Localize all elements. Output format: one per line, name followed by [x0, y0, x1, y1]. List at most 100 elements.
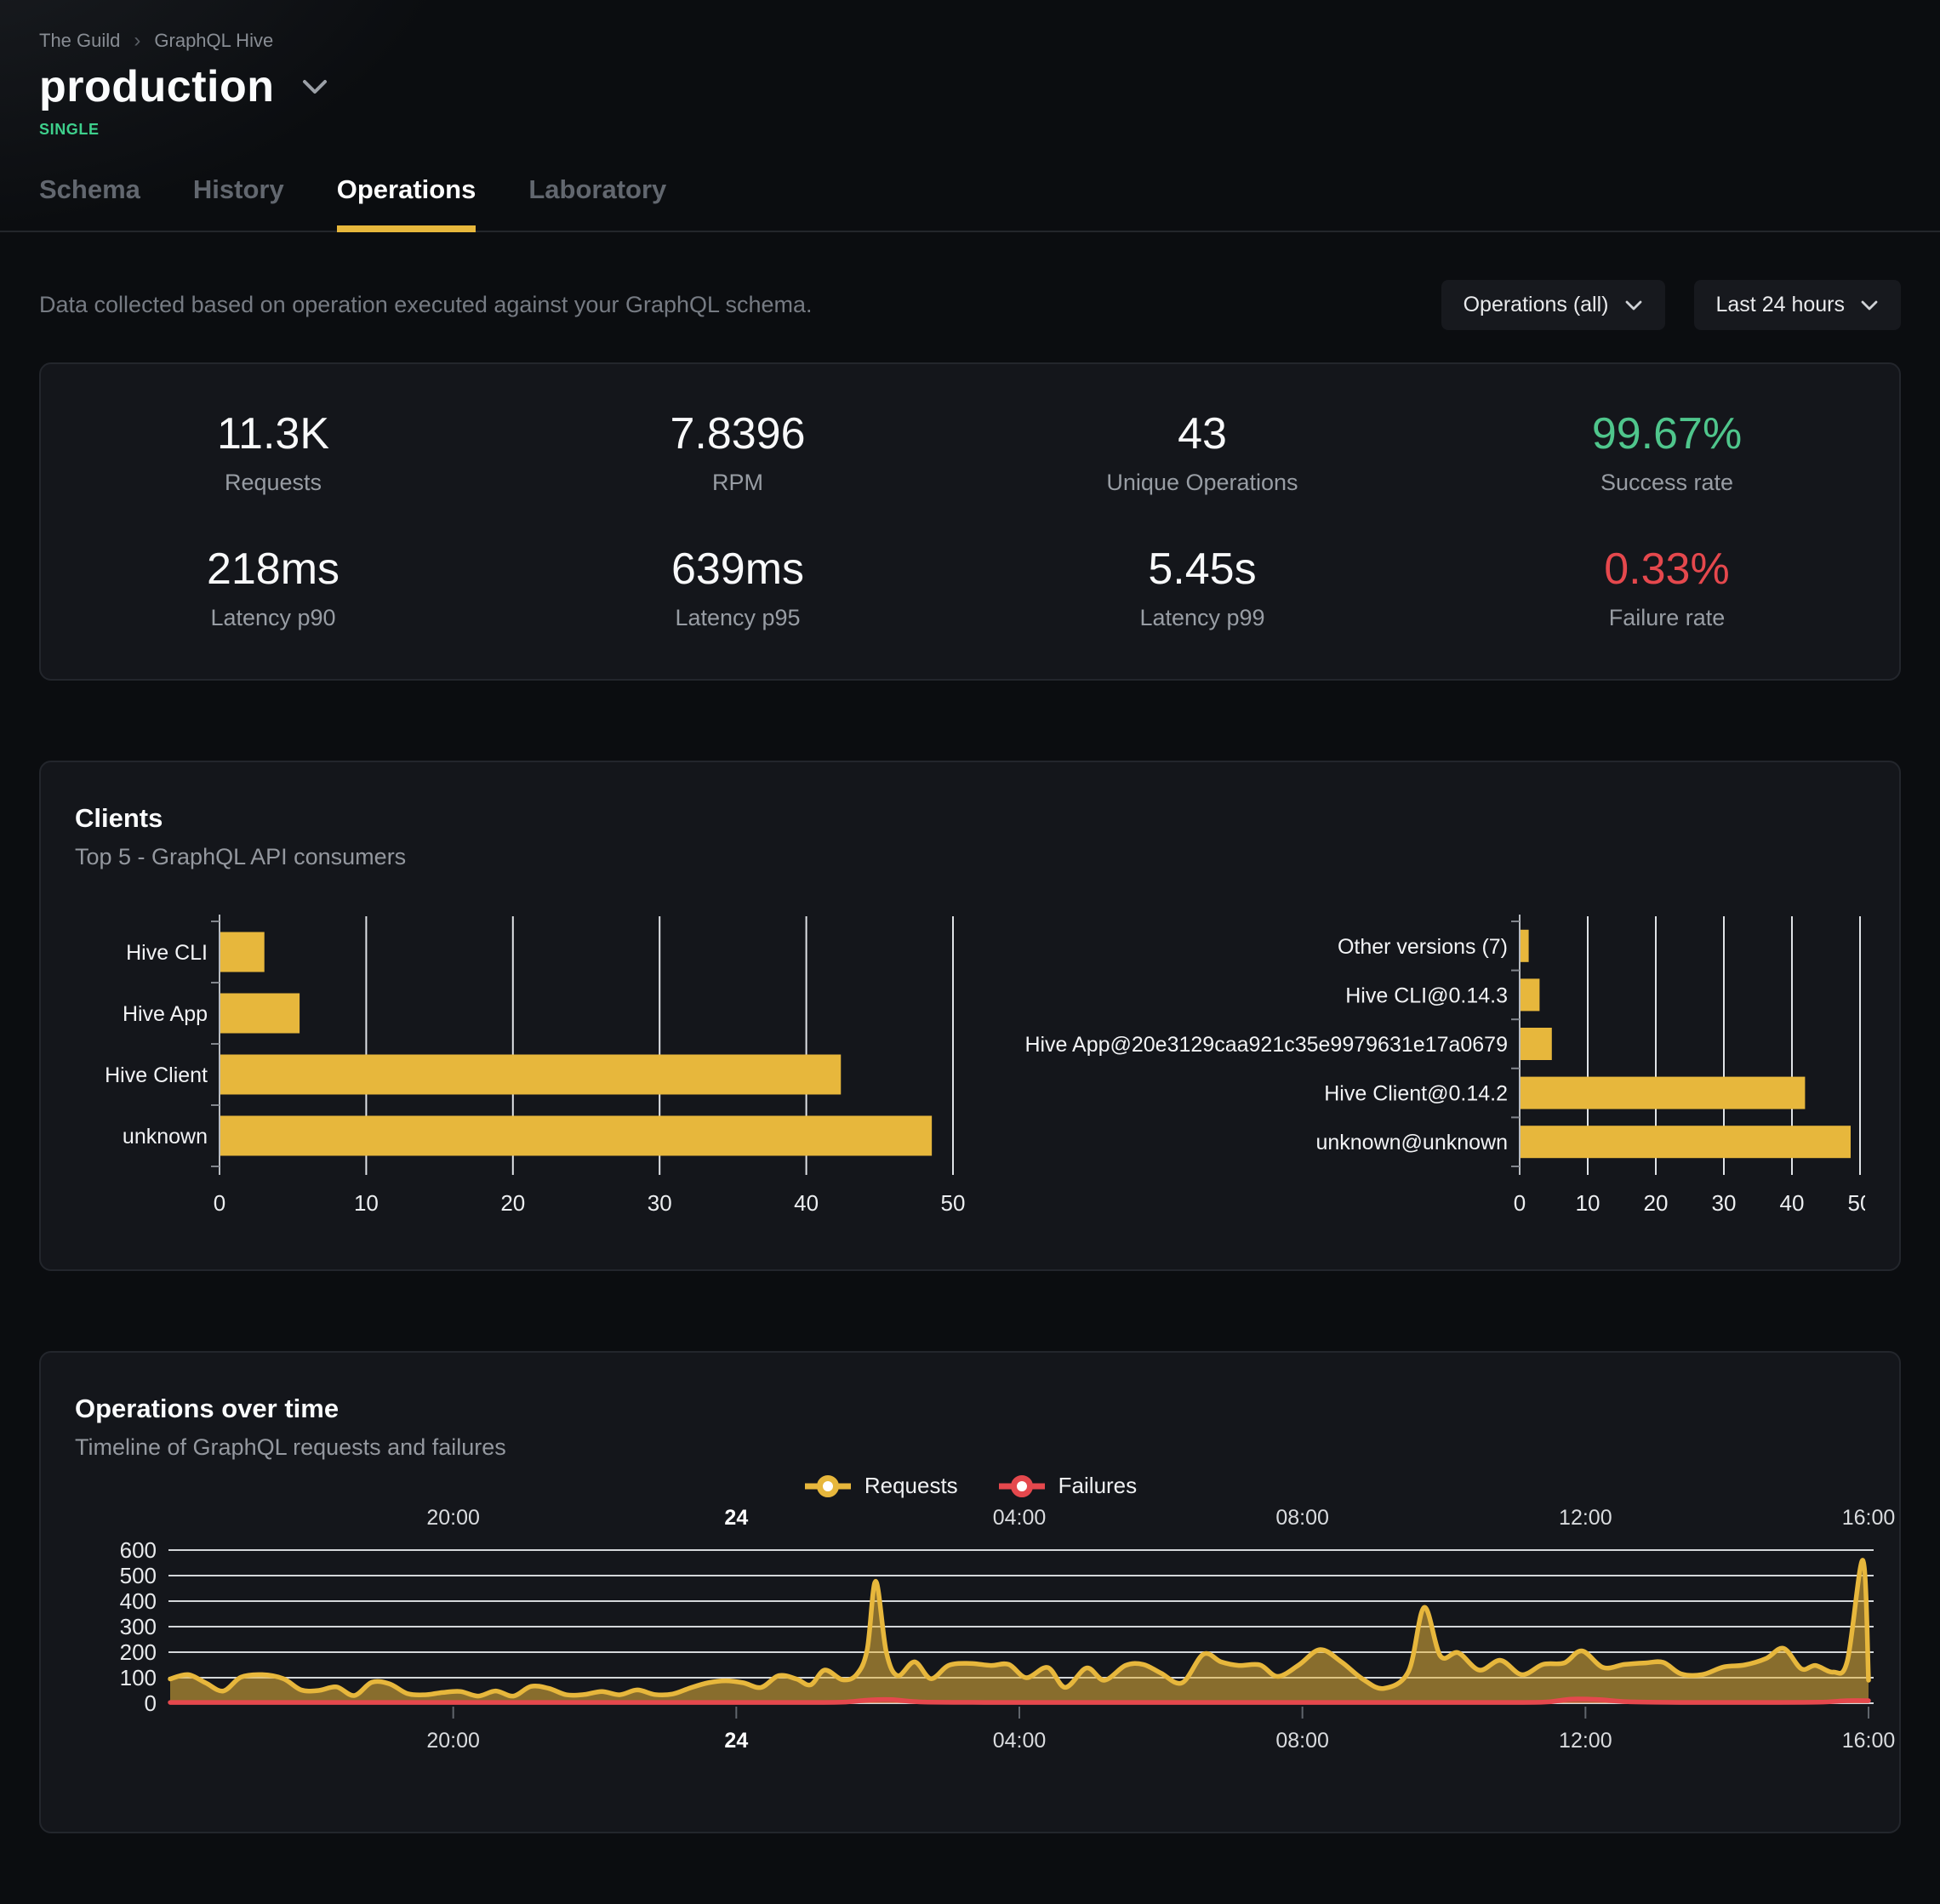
stats-summary-card: 11.3K Requests 7.8396 RPM 43 Unique Oper… — [39, 362, 1901, 681]
tab-laboratory[interactable]: Laboratory — [528, 174, 667, 204]
requests-series-marker-icon — [803, 1474, 853, 1497]
tabs: Schema History Operations Laboratory — [0, 174, 1940, 232]
target-switcher-chevron[interactable] — [300, 77, 329, 96]
chevron-right-icon: › — [134, 29, 141, 52]
clients-subtitle: Top 5 - GraphQL API consumers — [75, 844, 407, 869]
svg-text:20:00: 20:00 — [426, 1506, 480, 1530]
period-filter-dropdown[interactable]: Last 24 hours — [1693, 280, 1901, 330]
svg-text:300: 300 — [120, 1614, 157, 1639]
svg-text:12:00: 12:00 — [1559, 1729, 1612, 1753]
svg-text:16:00: 16:00 — [1842, 1729, 1896, 1753]
breadcrumb-project[interactable]: GraphQL Hive — [154, 30, 274, 51]
stat-value: 5.45s — [1148, 544, 1257, 594]
svg-text:10: 10 — [1576, 1190, 1600, 1216]
stat-value: 7.8396 — [670, 409, 806, 459]
svg-text:30: 30 — [648, 1190, 672, 1216]
stat-label: Latency p99 — [1139, 605, 1265, 630]
svg-text:500: 500 — [120, 1563, 157, 1588]
svg-text:20:00: 20:00 — [426, 1729, 480, 1753]
period-filter-value: Last 24 hours — [1715, 293, 1846, 316]
timeline-chart[interactable]: 0 100 200 300 400 500 600 20:00 20:00 24 24 04:00 04… — [75, 1502, 1896, 1787]
stat-label: Requests — [224, 470, 322, 495]
svg-text:50: 50 — [941, 1190, 966, 1216]
svg-text:600: 600 — [120, 1537, 157, 1563]
svg-text:08:00: 08:00 — [1275, 1506, 1329, 1530]
svg-text:50: 50 — [1848, 1190, 1865, 1216]
stat-unique-operations: 43 Unique Operations — [970, 408, 1435, 496]
svg-text:16:00: 16:00 — [1842, 1506, 1896, 1530]
legend-item-failures[interactable]: Failures — [997, 1473, 1137, 1499]
stat-latency-p99: 5.45s Latency p99 — [970, 544, 1435, 631]
target-mode-badge: SINGLE — [39, 121, 100, 138]
stat-value: 11.3K — [216, 409, 330, 459]
legend-label: Requests — [864, 1473, 958, 1498]
stat-label: Latency p90 — [210, 605, 336, 630]
svg-text:unknown: unknown — [123, 1125, 208, 1149]
tab-schema[interactable]: Schema — [39, 174, 140, 204]
svg-text:200: 200 — [120, 1639, 157, 1665]
operations-filter-value: Operations (all) — [1463, 293, 1609, 316]
svg-text:unknown@unknown: unknown@unknown — [1315, 1131, 1508, 1154]
svg-text:Hive CLI@0.14.3: Hive CLI@0.14.3 — [1345, 983, 1508, 1007]
page-title: production — [39, 62, 275, 111]
stat-requests: 11.3K Requests — [41, 408, 505, 496]
svg-text:12:00: 12:00 — [1559, 1506, 1612, 1530]
svg-text:24: 24 — [724, 1506, 748, 1530]
breadcrumb: The Guild › GraphQL Hive — [39, 29, 1901, 53]
svg-text:20: 20 — [500, 1190, 525, 1216]
svg-text:Hive CLI: Hive CLI — [126, 941, 208, 965]
svg-text:Hive App@20e3129caa921c35e9979: Hive App@20e3129caa921c35e9979631e17a067… — [1024, 1033, 1508, 1057]
stat-value: 639ms — [670, 544, 805, 594]
stat-label: Success rate — [1600, 470, 1734, 495]
stat-latency-p95: 639ms Latency p95 — [505, 544, 970, 631]
svg-text:10: 10 — [354, 1190, 379, 1216]
legend-item-requests[interactable]: Requests — [803, 1473, 958, 1499]
tab-operations[interactable]: Operations — [336, 174, 476, 232]
svg-text:40: 40 — [794, 1190, 819, 1216]
svg-text:30: 30 — [1712, 1190, 1737, 1216]
clients-title: Clients — [75, 803, 163, 833]
operations-filter-dropdown[interactable]: Operations (all) — [1441, 280, 1665, 330]
timeline-legend: Requests Failures — [75, 1473, 1865, 1499]
chevron-down-icon — [1625, 300, 1641, 310]
svg-text:04:00: 04:00 — [993, 1506, 1047, 1530]
stat-rpm: 7.8396 RPM — [505, 408, 970, 496]
stat-latency-p90: 218ms Latency p90 — [41, 544, 505, 631]
page-header: The Guild › GraphQL Hive production SING… — [0, 0, 1940, 139]
stat-value: 99.67% — [1591, 409, 1743, 459]
filters-toolbar: Data collected based on operation execut… — [39, 280, 1901, 330]
svg-text:Hive App: Hive App — [123, 1002, 208, 1026]
svg-text:Other versions (7): Other versions (7) — [1338, 935, 1508, 959]
failures-series-marker-icon — [997, 1474, 1047, 1497]
clients-by-name-chart[interactable]: 0 10 20 30 40 50 Hive CLI Hive App Hive Client un… — [75, 915, 970, 1225]
svg-text:100: 100 — [120, 1665, 157, 1690]
clients-by-version-chart[interactable]: 0 10 20 30 40 50 Other versions (7) Hive CLI@0.… — [970, 915, 1872, 1225]
breadcrumb-org[interactable]: The Guild — [39, 30, 121, 51]
stat-label: Unique Operations — [1106, 470, 1298, 495]
svg-text:Hive Client: Hive Client — [105, 1063, 208, 1087]
svg-text:08:00: 08:00 — [1275, 1729, 1329, 1753]
operations-over-time-card: Operations over time Timeline of GraphQL… — [39, 1351, 1901, 1833]
svg-text:Hive Client@0.14.2: Hive Client@0.14.2 — [1324, 1082, 1508, 1106]
svg-text:400: 400 — [120, 1588, 157, 1614]
svg-text:0: 0 — [145, 1690, 157, 1716]
svg-text:0: 0 — [1514, 1190, 1526, 1216]
chevron-down-icon — [302, 80, 327, 94]
stat-failure-rate: 0.33% Failure rate — [1435, 544, 1899, 631]
svg-text:04:00: 04:00 — [993, 1729, 1047, 1753]
svg-text:20: 20 — [1644, 1190, 1669, 1216]
svg-text:0: 0 — [214, 1190, 225, 1216]
stat-value: 0.33% — [1604, 544, 1730, 594]
stat-label: Latency p95 — [675, 605, 801, 630]
page-description: Data collected based on operation execut… — [39, 292, 813, 317]
operations-over-time-subtitle: Timeline of GraphQL requests and failure… — [75, 1434, 506, 1460]
clients-card: Clients Top 5 - GraphQL API consumers 0 1… — [39, 761, 1901, 1271]
svg-text:24: 24 — [724, 1729, 748, 1753]
svg-text:40: 40 — [1780, 1190, 1805, 1216]
tab-history[interactable]: History — [192, 174, 284, 204]
operations-over-time-title: Operations over time — [75, 1394, 340, 1423]
legend-label: Failures — [1058, 1473, 1138, 1498]
stat-label: RPM — [712, 470, 763, 495]
stat-label: Failure rate — [1608, 605, 1726, 630]
